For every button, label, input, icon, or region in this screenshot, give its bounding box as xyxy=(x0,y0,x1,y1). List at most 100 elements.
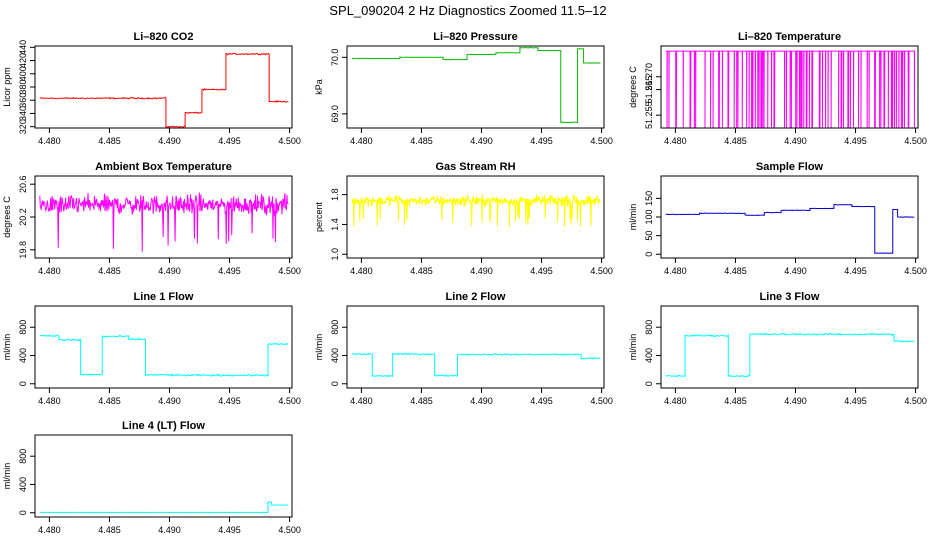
y-tick-label: 1.0 xyxy=(330,248,340,261)
x-tick-label: 4.490 xyxy=(784,266,807,276)
x-tick-label: 4.490 xyxy=(158,266,181,276)
x-tick-label: 4.480 xyxy=(38,525,61,535)
y-axis-label: Licor ppm xyxy=(2,67,12,107)
series-line xyxy=(351,352,601,378)
panel-2: Li–820 Pressure kPa 4.480 4.485 4.490 4.495 4.… xyxy=(314,31,613,146)
y-tick-label: 19.8 xyxy=(18,241,28,259)
panel-title: Line 1 Flow xyxy=(134,291,194,303)
panel-1: Li–820 CO2 Licor ppm 4.480 4.485 4.490 4.495 4… xyxy=(2,31,301,146)
y-tick-label: 150 xyxy=(644,191,654,206)
figure-title: SPL_090204 2 Hz Diagnostics Zoomed 11.5–… xyxy=(329,3,606,18)
panel-6: Sample Flow ml/min 4.480 4.485 4.490 4.495 4.5… xyxy=(628,161,927,276)
y-tick-label: 320 xyxy=(18,119,28,134)
series-line xyxy=(665,50,916,128)
x-tick-label: 4.480 xyxy=(38,266,61,276)
panel-4: Ambient Box Temperature degrees C 4.480 4.4… xyxy=(2,161,301,276)
series-line xyxy=(665,332,915,378)
y-axis-label: degrees C xyxy=(2,196,12,238)
plot-frame xyxy=(660,305,919,389)
y-tick-label: 70.0 xyxy=(330,49,340,67)
x-tick-label: 4.495 xyxy=(218,266,241,276)
y-tick-label: 800 xyxy=(18,320,28,335)
y-tick-label: 51.255 xyxy=(644,101,654,129)
plot-frame xyxy=(34,434,293,518)
y-axis-label: kPa xyxy=(314,79,324,95)
panel-3: Li–820 Temperature degrees C 4.480 4.485 4.4… xyxy=(628,31,927,146)
x-tick-label: 4.500 xyxy=(278,525,301,535)
y-axis-label: ml/min xyxy=(2,334,12,361)
y-axis-label: ml/min xyxy=(314,334,324,361)
series-line xyxy=(39,334,289,378)
plot-frame xyxy=(346,175,605,259)
x-tick-label: 4.480 xyxy=(664,136,687,146)
y-tick-label: 0 xyxy=(18,510,28,515)
y-tick-label: 20.2 xyxy=(18,208,28,226)
panel-title: Line 4 (LT) Flow xyxy=(122,420,205,432)
x-tick-label: 4.480 xyxy=(664,266,687,276)
series-line xyxy=(39,52,289,128)
x-tick-label: 4.490 xyxy=(158,396,181,406)
plot-frame xyxy=(660,45,919,129)
x-tick-label: 4.500 xyxy=(278,396,301,406)
x-tick-label: 4.480 xyxy=(38,396,61,406)
plot-frame xyxy=(660,175,919,259)
y-tick-label: 340 xyxy=(18,106,28,121)
x-tick-label: 4.485 xyxy=(724,396,747,406)
x-tick-label: 4.495 xyxy=(530,396,553,406)
y-tick-label: 400 xyxy=(18,477,28,492)
y-tick-label: 0 xyxy=(644,381,654,386)
x-tick-label: 4.485 xyxy=(98,525,121,535)
y-tick-label: 800 xyxy=(330,320,340,335)
panel-title: Sample Flow xyxy=(756,161,824,173)
y-tick-label: 51.265 xyxy=(644,76,654,104)
y-tick-label: 51.270 xyxy=(644,63,654,91)
x-tick-label: 4.495 xyxy=(218,136,241,146)
y-tick-label: 1.8 xyxy=(330,188,340,201)
y-tick-label: 0 xyxy=(18,381,28,386)
x-tick-label: 4.495 xyxy=(530,136,553,146)
plot-frame xyxy=(346,45,605,129)
y-tick-label: 400 xyxy=(18,348,28,363)
x-tick-label: 4.480 xyxy=(350,136,373,146)
x-tick-label: 4.490 xyxy=(470,396,493,406)
x-tick-label: 4.485 xyxy=(98,396,121,406)
x-tick-label: 4.500 xyxy=(278,136,301,146)
y-tick-label: 0 xyxy=(330,381,340,386)
panel-title: Gas Stream RH xyxy=(435,161,515,173)
series-line xyxy=(39,192,289,252)
panel-9: Line 3 Flow ml/min 4.480 4.485 4.490 4.495 4.5… xyxy=(628,291,927,406)
y-tick-label: 20.6 xyxy=(18,175,28,193)
panel-5: Gas Stream RH percent 4.480 4.485 4.490 4.495… xyxy=(314,161,613,276)
x-tick-label: 4.490 xyxy=(158,136,181,146)
y-tick-label: 50 xyxy=(644,231,654,241)
x-tick-label: 4.480 xyxy=(350,266,373,276)
y-tick-label: 400 xyxy=(330,348,340,363)
plot-frame xyxy=(34,305,293,389)
x-tick-label: 4.500 xyxy=(904,266,927,276)
y-axis-label: ml/min xyxy=(2,463,12,490)
y-axis-label: ml/min xyxy=(628,334,638,361)
y-tick-label: 800 xyxy=(644,320,654,335)
x-tick-label: 4.500 xyxy=(904,396,927,406)
y-axis-label: percent xyxy=(314,201,324,232)
y-tick-label: 800 xyxy=(18,449,28,464)
x-tick-label: 4.485 xyxy=(98,136,121,146)
x-tick-label: 4.480 xyxy=(38,136,61,146)
x-tick-label: 4.495 xyxy=(530,266,553,276)
series-line xyxy=(351,194,601,227)
panel-title: Ambient Box Temperature xyxy=(95,161,232,173)
y-tick-label: 440 xyxy=(18,40,28,55)
panel-7: Line 1 Flow ml/min 4.480 4.485 4.490 4.495 4.5… xyxy=(2,291,301,406)
panel-title: Line 2 Flow xyxy=(446,291,506,303)
plot-frame xyxy=(34,45,293,129)
x-tick-label: 4.500 xyxy=(278,266,301,276)
x-tick-label: 4.485 xyxy=(410,266,433,276)
series-line xyxy=(39,501,289,514)
x-tick-label: 4.485 xyxy=(724,266,747,276)
y-tick-label: 360 xyxy=(18,93,28,108)
x-tick-label: 4.495 xyxy=(218,396,241,406)
x-tick-label: 4.495 xyxy=(844,136,867,146)
x-tick-label: 4.480 xyxy=(664,396,687,406)
series-line xyxy=(351,46,601,124)
